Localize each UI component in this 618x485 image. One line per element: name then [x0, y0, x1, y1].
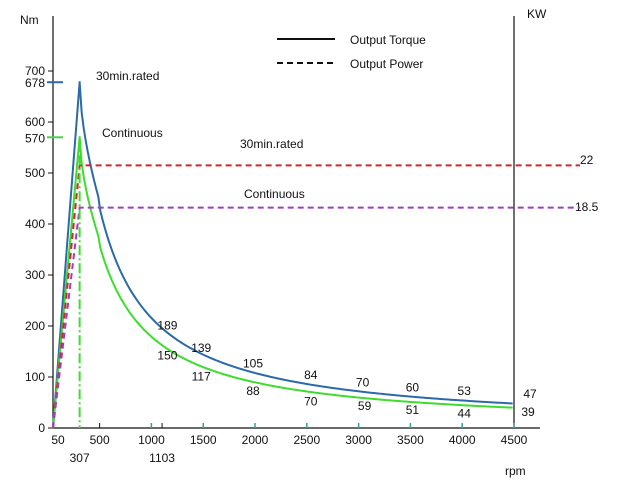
y-tick-label: 400	[25, 217, 45, 231]
x-axis-label: rpm	[505, 464, 526, 478]
torque-continuous-line	[52, 136, 513, 429]
power-rated-annotation: 30min.rated	[240, 137, 303, 151]
x-tick-label: 500	[90, 433, 110, 447]
legend-power-label: Output Power	[350, 57, 423, 71]
y-tick-label: 100	[25, 370, 45, 384]
power-continuous-kw-label: 18.5	[575, 200, 599, 214]
y-mark-label: 678	[25, 76, 45, 90]
torque-rated-data-label: 47	[523, 387, 537, 401]
torque-rated-data-label: 60	[406, 380, 420, 394]
y-tick-label: 700	[25, 64, 45, 78]
torque-continuous-data-label: 88	[246, 384, 260, 398]
torque-continuous-data-label: 39	[521, 405, 535, 419]
y-mark-label: 570	[25, 131, 45, 145]
torque-rated-data-label: 189	[157, 319, 177, 333]
power-continuous-annotation: Continuous	[244, 187, 305, 201]
x-tick-label: 2000	[242, 433, 269, 447]
power-rated-kw-label: 22	[580, 153, 594, 167]
y-axis-left-label: Nm	[20, 13, 39, 27]
x-tick-label: 1500	[190, 433, 217, 447]
torque-continuous-data-label: 150	[157, 349, 177, 363]
torque-continuous-data-label: 70	[304, 394, 318, 408]
torque-rated-data-label: 84	[304, 368, 318, 382]
x-tick-label: 3000	[345, 433, 372, 447]
x-tick-label: 1000	[138, 433, 165, 447]
legend: Output Torque Output Power	[277, 33, 426, 71]
y-tick-label: 300	[25, 268, 45, 282]
x-tick-label-start: 50	[51, 433, 65, 447]
legend-torque-label: Output Torque	[350, 33, 426, 47]
torque-rated-data-label: 53	[458, 384, 472, 398]
torque-rated-data-label: 139	[191, 341, 211, 355]
y-tick-label: 500	[25, 166, 45, 180]
power-continuous-line	[52, 206, 580, 429]
y-tick-label: 0	[38, 421, 45, 435]
torque-continuous-data-label: 51	[406, 403, 420, 417]
torque-continuous-annotation: Continuous	[102, 126, 163, 140]
torque-continuous-data-label: 117	[192, 369, 211, 383]
x-tick-label: 3500	[397, 433, 424, 447]
x-tick-label: 4000	[449, 433, 476, 447]
torque-rated-data-label: 105	[243, 356, 263, 370]
power-rated-line	[52, 164, 580, 429]
torque-rated-line	[52, 81, 513, 429]
x-tick-label-1103: 1103	[149, 451, 175, 465]
y-axis-right-label: KW	[527, 7, 547, 21]
torque-continuous-data-label: 59	[358, 399, 372, 413]
x-tick-label: 2500	[293, 433, 320, 447]
torque-rated-data-label: 70	[356, 375, 370, 389]
torque-continuous-data-label: 44	[458, 407, 472, 421]
x-tick-label-base-speed: 307	[70, 451, 90, 465]
y-tick-label: 200	[25, 319, 45, 333]
x-tick-label: 4500	[501, 433, 528, 447]
torque-rated-annotation: 30min.rated	[96, 69, 159, 83]
y-tick-label: 600	[25, 115, 45, 129]
